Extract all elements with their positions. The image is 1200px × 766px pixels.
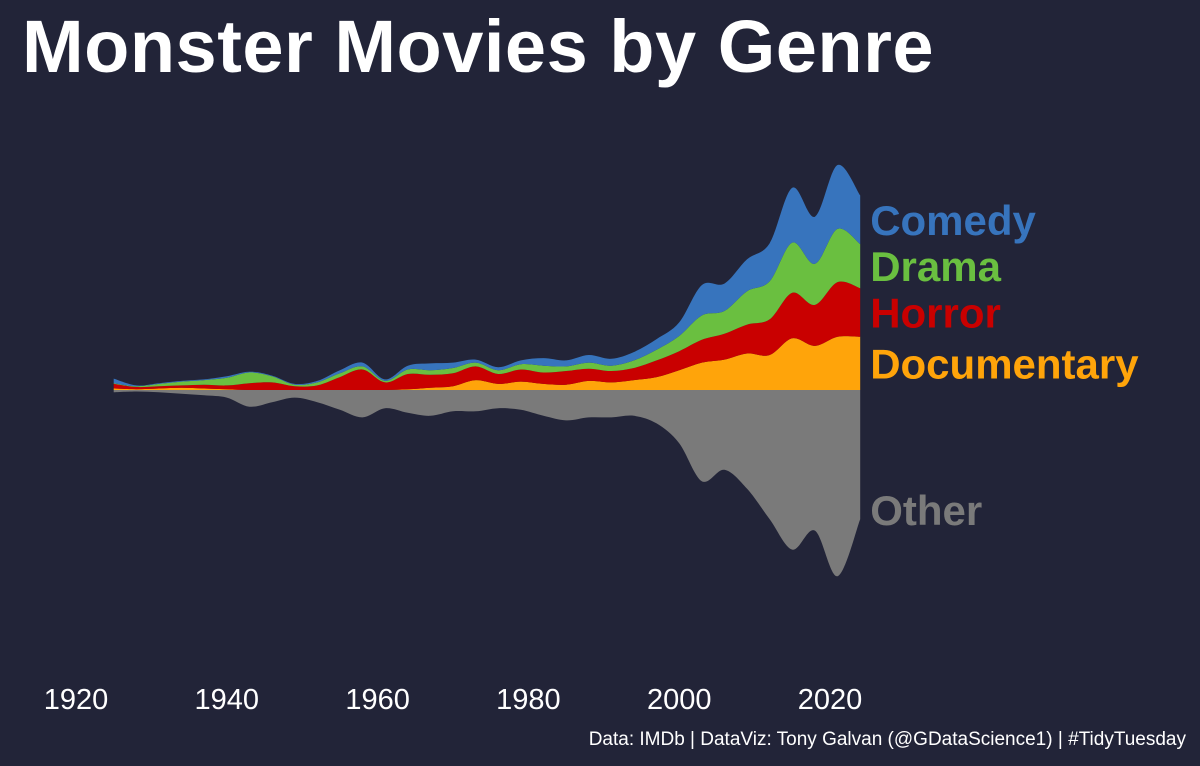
stream-other (113, 390, 861, 577)
x-axis-ticks: 1920 1940 1960 1980 2000 2020 (44, 684, 863, 716)
caption: Data: IMDb | DataViz: Tony Galvan (@GDat… (588, 729, 1186, 750)
x-tick-label: 2020 (798, 684, 863, 716)
stream-documentary (113, 336, 861, 391)
series-label-horror: Horror (870, 290, 1001, 337)
x-tick-label: 1960 (345, 684, 410, 716)
x-tick-label: 2000 (647, 684, 712, 716)
page-title: Monster Movies by Genre (22, 5, 935, 88)
series-label-drama: Drama (870, 243, 1001, 290)
series-label-other: Other (870, 487, 982, 534)
x-tick-label: 1920 (44, 684, 109, 716)
series-label-comedy: Comedy (870, 197, 1036, 244)
stream-horror (113, 281, 861, 391)
x-tick-label: 1940 (195, 684, 260, 716)
x-tick-label: 1980 (496, 684, 561, 716)
series-label-documentary: Documentary (870, 340, 1139, 387)
stream-comedy (113, 164, 861, 387)
stream-drama (113, 228, 861, 388)
streams (113, 164, 861, 577)
